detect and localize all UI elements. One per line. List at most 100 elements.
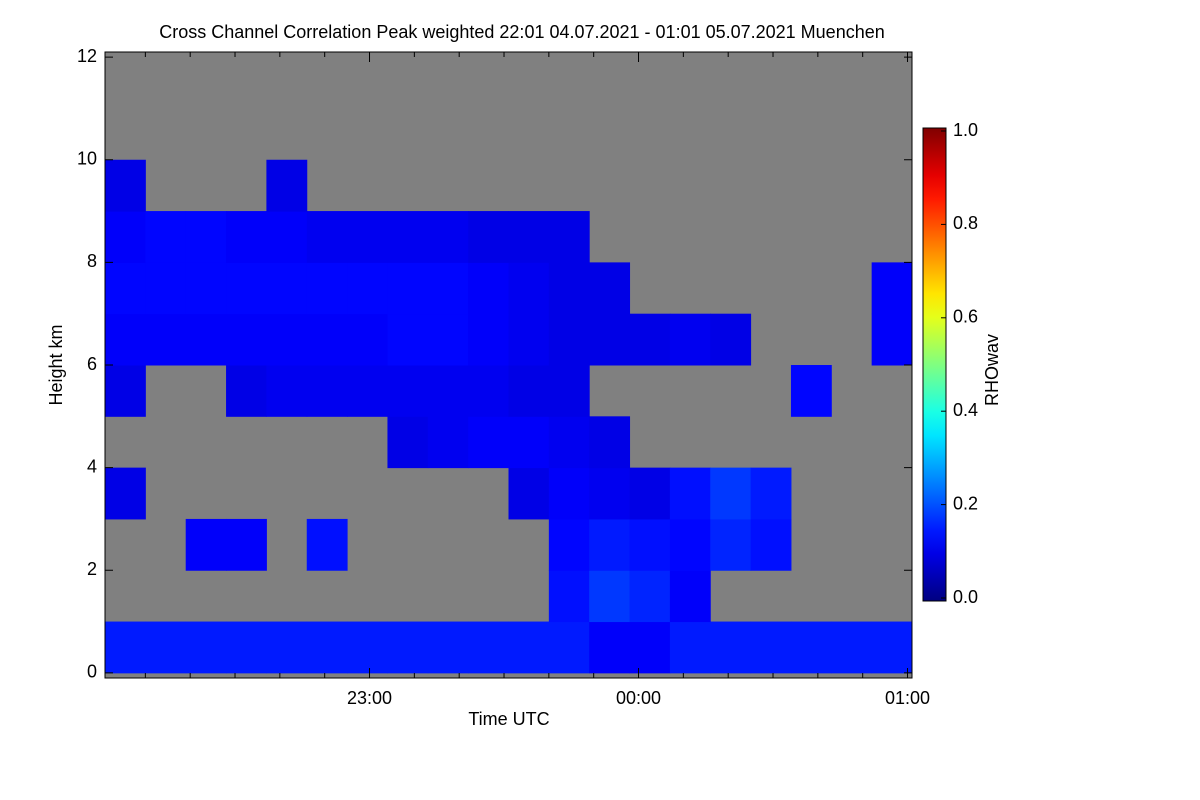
y-tick-label: 8 bbox=[87, 251, 97, 271]
heat-cell bbox=[226, 313, 267, 366]
heat-cell bbox=[226, 262, 267, 315]
colorbar-label: RHOwav bbox=[982, 334, 1002, 406]
heat-cell bbox=[347, 262, 388, 315]
chart-title: Cross Channel Correlation Peak weighted … bbox=[159, 22, 885, 42]
heat-cell bbox=[185, 262, 227, 315]
heat-cell bbox=[347, 621, 388, 674]
heat-cell bbox=[589, 518, 631, 571]
x-tick-label: 01:00 bbox=[885, 688, 930, 708]
heat-cell bbox=[871, 621, 913, 674]
heat-cell bbox=[266, 313, 308, 366]
heat-cell bbox=[427, 365, 469, 417]
heat-cell bbox=[589, 570, 631, 623]
colorbar-tick-label: 0.4 bbox=[953, 400, 978, 420]
y-tick-label: 0 bbox=[87, 662, 97, 682]
heat-cell bbox=[105, 313, 146, 366]
heat-cell bbox=[508, 262, 550, 315]
heat-cell bbox=[226, 211, 267, 263]
heat-cell bbox=[306, 313, 348, 366]
heat-cell bbox=[185, 313, 227, 366]
heat-cell bbox=[145, 621, 187, 674]
heat-cell bbox=[105, 159, 146, 212]
heat-cell bbox=[710, 467, 752, 520]
heat-cell bbox=[750, 621, 792, 674]
heat-cell bbox=[347, 365, 388, 417]
heat-cell bbox=[427, 211, 469, 263]
heat-cell bbox=[105, 211, 146, 263]
y-tick-label: 10 bbox=[77, 149, 97, 169]
heat-cell bbox=[427, 416, 469, 469]
heat-cell bbox=[266, 211, 308, 263]
heat-cell bbox=[589, 262, 631, 315]
heat-cell bbox=[548, 467, 590, 520]
x-tick-label: 23:00 bbox=[347, 688, 392, 708]
y-tick-label: 4 bbox=[87, 456, 97, 476]
heat-cell bbox=[105, 621, 146, 674]
heat-cell bbox=[387, 365, 429, 417]
heat-cell bbox=[105, 467, 146, 520]
y-tick-label: 2 bbox=[87, 559, 97, 579]
heat-cell bbox=[548, 313, 590, 366]
heat-cell bbox=[508, 365, 550, 417]
heat-cell bbox=[589, 416, 631, 469]
heat-cell bbox=[548, 262, 590, 315]
heat-cell bbox=[790, 365, 832, 417]
heat-cell bbox=[669, 518, 711, 571]
heat-cell bbox=[548, 416, 590, 469]
colorbar bbox=[922, 127, 947, 602]
heat-cell bbox=[508, 416, 550, 469]
colorbar-tick-label: 0.2 bbox=[953, 493, 978, 513]
heat-cell bbox=[226, 621, 267, 674]
heat-cell bbox=[306, 262, 348, 315]
heat-cell bbox=[669, 570, 711, 623]
heat-cell bbox=[508, 313, 550, 366]
heat-cell bbox=[185, 518, 227, 571]
heat-cell bbox=[266, 365, 308, 417]
heat-cell bbox=[105, 365, 146, 417]
heat-cell bbox=[548, 570, 590, 623]
y-axis-label: Height km bbox=[46, 324, 66, 405]
heat-cell bbox=[468, 313, 509, 366]
heat-cell bbox=[427, 621, 469, 674]
heat-cell bbox=[548, 365, 590, 417]
heat-cell bbox=[669, 621, 711, 674]
heat-cell bbox=[387, 416, 429, 469]
heat-cell bbox=[306, 365, 348, 417]
colorbar-tick-label: 1.0 bbox=[953, 120, 978, 140]
heat-cell bbox=[669, 313, 711, 366]
heat-cell bbox=[387, 262, 429, 315]
colorbar-tick-label: 0.8 bbox=[953, 213, 978, 233]
plot-area bbox=[105, 52, 913, 678]
heat-cell bbox=[669, 467, 711, 520]
y-tick-label: 12 bbox=[77, 46, 97, 66]
heat-cell bbox=[710, 621, 752, 674]
heat-cell bbox=[548, 211, 590, 263]
heat-cell bbox=[427, 262, 469, 315]
heat-cell bbox=[145, 211, 187, 263]
heat-cell bbox=[831, 621, 873, 674]
heat-cell bbox=[427, 313, 469, 366]
heat-cell bbox=[629, 518, 671, 571]
heat-cell bbox=[548, 621, 590, 674]
y-tick-label: 6 bbox=[87, 354, 97, 374]
heat-cell bbox=[347, 313, 388, 366]
heat-cell bbox=[750, 518, 792, 571]
heat-cell bbox=[266, 159, 308, 212]
heat-cell bbox=[508, 621, 550, 674]
heat-cell bbox=[871, 262, 913, 315]
heat-cell bbox=[589, 621, 631, 674]
heat-cell bbox=[226, 365, 267, 417]
heat-cell bbox=[145, 313, 187, 366]
heat-cell bbox=[508, 467, 550, 520]
colorbar-tick-label: 0.6 bbox=[953, 307, 978, 327]
heat-cell bbox=[589, 313, 631, 366]
heat-cell bbox=[790, 621, 832, 674]
heat-cell bbox=[710, 313, 752, 366]
heat-cell bbox=[629, 467, 671, 520]
x-axis-label: Time UTC bbox=[468, 709, 549, 729]
heat-cell bbox=[629, 570, 671, 623]
heat-cell bbox=[750, 467, 792, 520]
heat-cell bbox=[468, 621, 509, 674]
